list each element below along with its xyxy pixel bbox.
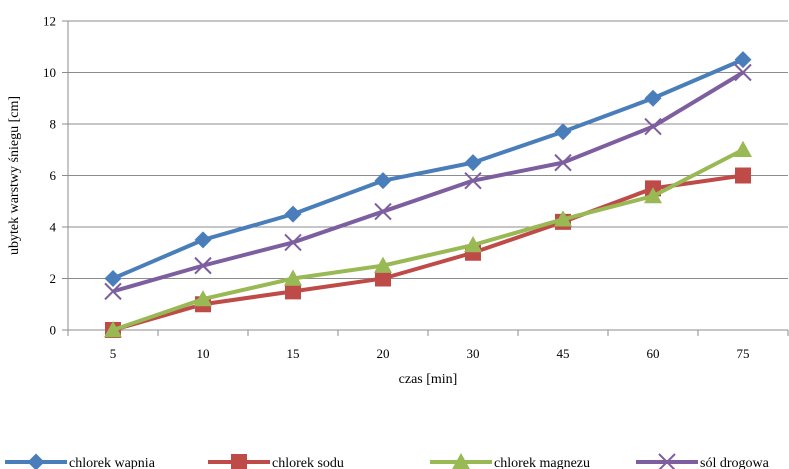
series-line (112, 173, 744, 332)
data-point (374, 172, 392, 190)
x-tick-label: 30 (467, 346, 480, 361)
data-point (284, 205, 302, 223)
legend-entry: sól drogowa (636, 453, 770, 469)
data-point (554, 153, 572, 172)
x-axis-title: czas [min] (399, 372, 458, 387)
data-point (374, 202, 392, 221)
x-tick-label: 5 (110, 346, 117, 361)
y-tick-label: 4 (50, 220, 57, 235)
data-point (284, 269, 302, 286)
data-point (464, 236, 482, 253)
data-point (285, 283, 301, 300)
x-tick-label: 20 (377, 346, 390, 361)
legend-entry: chlorek magnezu (430, 453, 590, 469)
y-tick-label: 6 (50, 168, 57, 183)
legend-marker (452, 453, 470, 469)
data-point (194, 231, 212, 249)
axes (62, 20, 789, 336)
y-tick-label: 10 (43, 65, 56, 80)
data-point (375, 270, 391, 287)
legend-entry: chlorek sodu (208, 454, 344, 469)
y-tick-label: 2 (50, 271, 57, 286)
x-tick-label: 45 (557, 346, 570, 361)
y-tick-label: 12 (43, 14, 56, 29)
legend-marker (27, 453, 45, 469)
data-point (194, 256, 212, 275)
data-point (644, 89, 662, 107)
x-tick-label: 60 (647, 346, 660, 361)
data-point (735, 167, 751, 184)
data-point (194, 290, 212, 307)
legend-label: chlorek magnezu (494, 456, 590, 469)
series-line (112, 70, 745, 294)
legend-label: sól drogowa (700, 456, 770, 469)
legend-label: chlorek sodu (272, 456, 344, 469)
data-point (374, 256, 392, 273)
y-tick-label: 8 (50, 117, 57, 132)
data-point (464, 154, 482, 172)
x-tick-label: 75 (737, 346, 750, 361)
data-point (644, 187, 662, 204)
legend: chlorek wapnia chlorek sodu chlorek magnez… (5, 453, 770, 469)
legend-marker (231, 454, 247, 469)
data-point (104, 282, 122, 301)
series-line (112, 57, 744, 281)
y-tick-label: 0 (50, 323, 57, 338)
data-point (104, 270, 122, 287)
x-tick-label: 15 (287, 346, 300, 361)
tick-labels: 0 2 4 6 8 10 12 5 10 15 20 30 45 60 75 (43, 14, 750, 362)
series-layer (104, 51, 752, 338)
data-point (464, 171, 482, 190)
data-point (644, 117, 662, 136)
data-point (284, 233, 302, 252)
data-point (734, 51, 752, 69)
legend-marker (658, 453, 676, 469)
series-chlorek-magnezu (104, 140, 752, 338)
gridlines (68, 20, 788, 279)
data-point (554, 210, 572, 227)
series-sól-drogowa (104, 63, 752, 301)
data-point (734, 63, 752, 82)
legend-label: chlorek wapnia (69, 456, 156, 469)
data-point (734, 140, 752, 157)
data-point (104, 321, 122, 338)
data-point (554, 123, 572, 141)
legend-entry: chlorek wapnia (5, 453, 156, 469)
y-axis-title: ubytek warstwy śniegu [cm] (7, 96, 22, 255)
series-line (112, 147, 744, 332)
x-tick-label: 10 (197, 346, 210, 361)
series-chlorek-wapnia (104, 51, 752, 287)
